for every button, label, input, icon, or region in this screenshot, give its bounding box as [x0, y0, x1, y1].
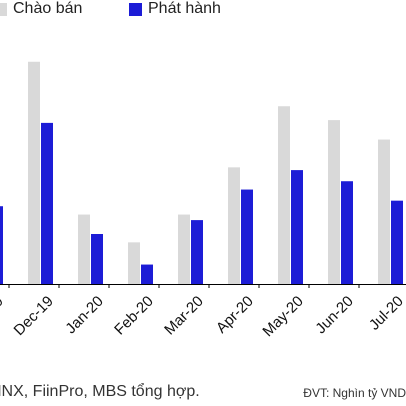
x-tick-label: Jan-20 [62, 293, 106, 337]
bar-chao-ban-apr-20 [228, 167, 240, 284]
legend-item-phat-hanh: Phát hành [129, 0, 221, 18]
bar-phat-hanh-dec-19 [41, 122, 53, 284]
bar-phat-hanh-may-20 [291, 170, 303, 284]
bar-chao-ban-dec-19 [28, 61, 40, 285]
bar-phat-hanh-mar-20 [191, 220, 203, 284]
chart-footer: HNX, FiinPro, MBS tổng hợp. ĐVT: Nghìn t… [0, 383, 406, 405]
x-tick-label: Mar-20 [161, 293, 207, 339]
bar-chao-ban-feb-20 [128, 242, 140, 284]
unit-note: ĐVT: Nghìn tỷ VND [303, 386, 406, 400]
bar-chao-ban-jun-20 [328, 120, 340, 284]
legend-label-phat-hanh: Phát hành [148, 0, 221, 17]
bar-chao-ban-jan-20 [78, 214, 90, 284]
x-tick-label: Jul-20 [366, 293, 406, 334]
legend-label-chao-ban: Chào bán [13, 0, 83, 17]
x-tick-label: Nov-19 [0, 293, 7, 339]
bar-phat-hanh-apr-20 [241, 189, 253, 284]
x-tick-label: May-20 [259, 293, 306, 340]
bar-phat-hanh-jun-20 [341, 181, 353, 284]
x-tick-label: Jun-20 [312, 293, 356, 337]
bar-phat-hanh-jul-20 [391, 200, 403, 284]
legend-swatch-chao-ban [0, 2, 7, 16]
bar-phat-hanh-feb-20 [141, 264, 153, 284]
legend-swatch-phat-hanh [129, 2, 142, 16]
bar-chao-ban-mar-20 [178, 214, 190, 284]
chart-legend: Chào bán Phát hành [0, 0, 406, 22]
source-note: HNX, FiinPro, MBS tổng hợp. [0, 383, 200, 400]
x-tick-label: Apr-20 [213, 293, 257, 337]
x-tick-label: Dec-19 [11, 293, 57, 339]
bar-chao-ban-jul-20 [378, 139, 390, 284]
bar-phat-hanh-nov-19 [0, 206, 3, 284]
legend-item-chao-ban: Chào bán [0, 0, 82, 18]
bar-phat-hanh-jan-20 [91, 234, 103, 284]
bar-chao-ban-may-20 [278, 106, 290, 284]
x-tick-label: Feb-20 [111, 293, 157, 339]
